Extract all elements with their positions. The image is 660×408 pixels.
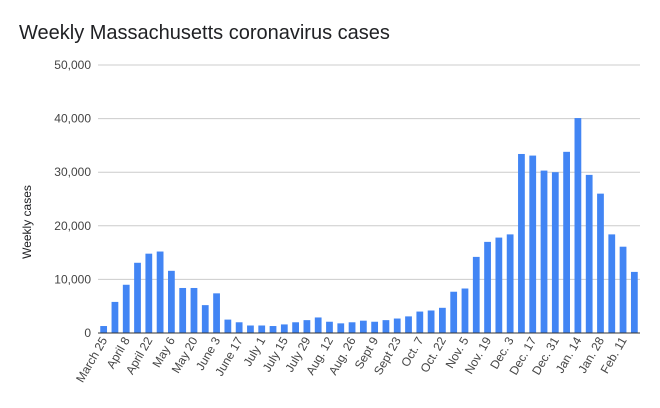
bar: [506, 234, 514, 333]
bar: [371, 321, 379, 333]
bar: [348, 322, 356, 333]
bar: [156, 251, 164, 333]
y-tick-label: 30,000: [54, 165, 91, 179]
bar: [326, 321, 333, 333]
bar: [585, 174, 593, 333]
chart-title: Weekly Massachusetts coronavirus cases: [19, 22, 390, 44]
bar: [247, 325, 254, 333]
bar: [224, 319, 232, 333]
bar: [359, 320, 367, 333]
bar: [314, 317, 322, 333]
bar: [235, 322, 243, 333]
bar: [179, 287, 187, 333]
bar: [190, 287, 198, 333]
y-tick-label: 20,000: [54, 219, 91, 233]
y-tick-label: 50,000: [54, 58, 91, 72]
bar: [427, 310, 435, 333]
bar: [100, 326, 108, 333]
bar: [619, 246, 627, 333]
bar: [495, 237, 503, 333]
bar: [608, 234, 616, 333]
bar: [292, 322, 299, 333]
bar: [405, 316, 412, 333]
bar: [122, 284, 130, 333]
bar: [461, 288, 469, 333]
bar: [213, 293, 220, 333]
bar: [258, 325, 266, 333]
bar: [416, 311, 424, 333]
bar: [450, 291, 458, 333]
bar: [439, 307, 446, 333]
bar: [111, 301, 119, 333]
y-tick-label: 10,000: [54, 272, 91, 286]
bar: [472, 256, 480, 333]
bar: [145, 253, 153, 333]
bar: [630, 271, 638, 333]
bars: [100, 118, 638, 333]
bar: [201, 305, 209, 333]
y-tick-label: 40,000: [54, 112, 91, 126]
bar: [134, 262, 141, 333]
gridlines: [98, 64, 640, 280]
bar: [540, 170, 548, 333]
bar: [518, 153, 525, 333]
bar: [563, 151, 570, 333]
y-axis-label: Weekly cases: [20, 185, 34, 259]
bar: [574, 118, 582, 333]
bar: [484, 241, 491, 333]
bar: [551, 172, 559, 333]
bar: [168, 270, 175, 333]
x-tick-label: March 25: [73, 334, 110, 385]
bar: [597, 193, 604, 333]
bar: [269, 326, 277, 333]
y-tick-label: 0: [84, 326, 91, 340]
bar: [382, 320, 390, 333]
bar: [303, 320, 311, 333]
y-tick-labels: 0 10,000 20,000 30,000 40,000 50,000: [54, 58, 91, 340]
bar: [337, 323, 345, 333]
bar: [529, 155, 537, 333]
bar: [280, 324, 288, 333]
bar: [393, 318, 401, 333]
